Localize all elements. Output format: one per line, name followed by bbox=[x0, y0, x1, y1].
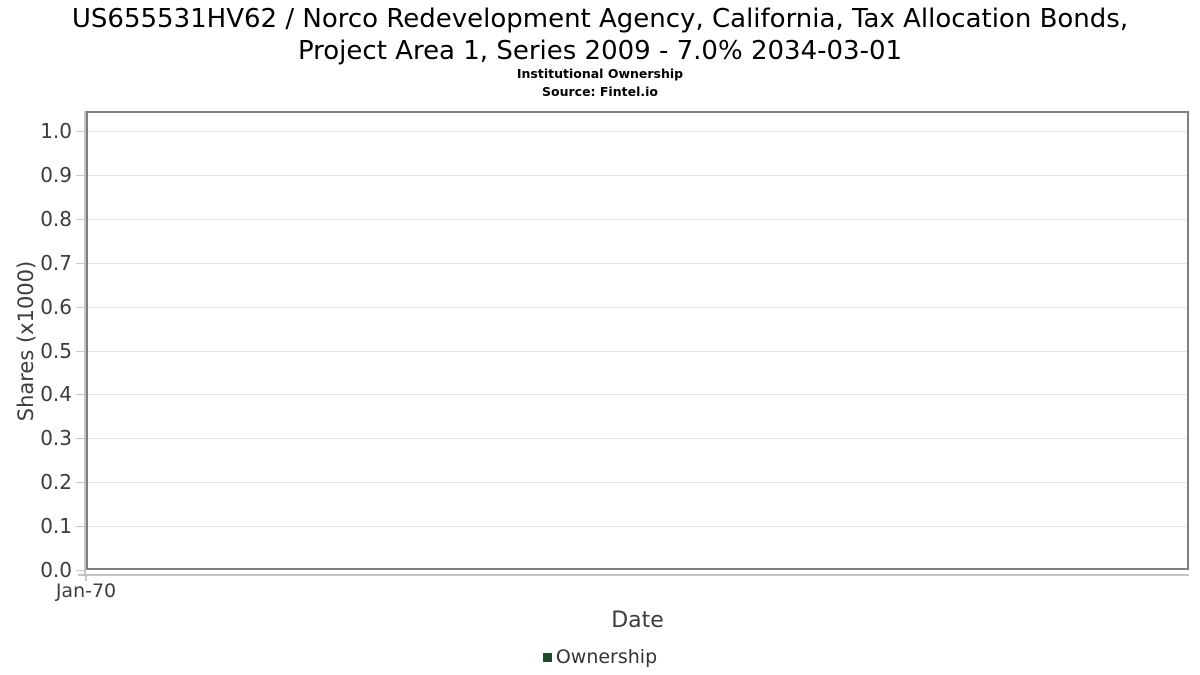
legend-item-ownership: Ownership bbox=[542, 646, 658, 669]
y-tick-mark bbox=[76, 394, 84, 395]
y-tick-mark bbox=[76, 307, 84, 308]
y-tick-label: 1.0 bbox=[40, 119, 72, 143]
gridline-y-0.3 bbox=[88, 438, 1187, 439]
gridline-y-0.8 bbox=[88, 219, 1187, 220]
y-tick-mark bbox=[76, 219, 84, 220]
legend: Ownership bbox=[0, 646, 1200, 669]
plot-area bbox=[86, 111, 1189, 570]
y-tick-mark bbox=[76, 175, 84, 176]
gridline-y-0.2 bbox=[88, 482, 1187, 483]
y-tick-mark bbox=[76, 482, 84, 483]
gridline-y-0.5 bbox=[88, 351, 1187, 352]
legend-item-label: Ownership bbox=[555, 646, 658, 668]
gridline-y-0.7 bbox=[88, 263, 1187, 264]
y-tick-mark bbox=[76, 263, 84, 264]
y-tick-label: 0.8 bbox=[40, 207, 72, 231]
x-axis-title: Date bbox=[611, 608, 664, 633]
y-tick-label: 0.7 bbox=[40, 251, 72, 275]
legend-marker-square-icon bbox=[542, 653, 552, 662]
y-tick-mark bbox=[76, 131, 84, 132]
gridline-y-0.1 bbox=[88, 526, 1187, 527]
x-tick-label: Jan-70 bbox=[55, 580, 117, 602]
y-axis-line bbox=[84, 111, 86, 576]
y-tick-mark bbox=[76, 570, 84, 571]
chart-title: US655531HV62 / Norco Redevelopment Agenc… bbox=[0, 3, 1200, 67]
y-tick-label: 0.3 bbox=[40, 426, 72, 450]
gridline-y-0.4 bbox=[88, 394, 1187, 395]
y-tick-mark bbox=[76, 351, 84, 352]
gridline-y-0.9 bbox=[88, 175, 1187, 176]
y-tick-label: 0.0 bbox=[40, 558, 72, 582]
chart-source: Source: Fintel.io bbox=[542, 84, 658, 99]
y-tick-label: 0.6 bbox=[40, 295, 72, 319]
x-tick-mark bbox=[85, 576, 87, 581]
y-tick-label: 0.5 bbox=[40, 339, 72, 363]
gridline-y-0.6 bbox=[88, 307, 1187, 308]
y-tick-label: 0.9 bbox=[40, 163, 72, 187]
chart-title-line-1: US655531HV62 / Norco Redevelopment Agenc… bbox=[71, 4, 1129, 34]
y-tick-label: 0.4 bbox=[40, 382, 72, 406]
x-axis-line bbox=[78, 574, 1189, 576]
y-tick-mark bbox=[76, 526, 84, 527]
gridline-y-1.0 bbox=[88, 131, 1187, 132]
chart-title-line-2: Project Area 1, Series 2009 - 7.0% 2034-… bbox=[297, 36, 903, 66]
y-tick-label: 0.2 bbox=[40, 470, 72, 494]
y-tick-label: 0.1 bbox=[40, 514, 72, 538]
y-tick-mark bbox=[76, 438, 84, 439]
chart-subtitle: Institutional Ownership bbox=[516, 66, 684, 81]
